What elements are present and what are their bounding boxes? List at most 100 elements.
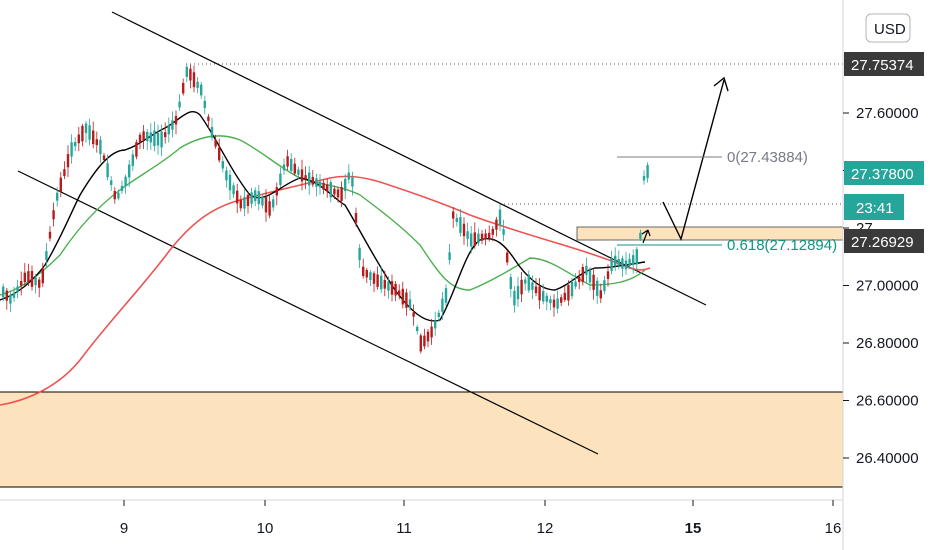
candle-body bbox=[20, 281, 23, 286]
candle-body bbox=[639, 232, 642, 239]
candle-body bbox=[264, 197, 268, 213]
candle-body bbox=[92, 130, 95, 145]
candle-body bbox=[362, 266, 365, 277]
candle-body bbox=[272, 199, 275, 208]
projection-path bbox=[662, 79, 725, 241]
candle-body bbox=[556, 298, 559, 309]
candle-body bbox=[592, 274, 595, 290]
candle-body bbox=[236, 190, 239, 204]
candle-body bbox=[135, 142, 138, 157]
candle-body bbox=[210, 127, 214, 138]
candle-body bbox=[437, 312, 440, 318]
candle-body bbox=[297, 169, 300, 175]
candle-body bbox=[207, 116, 210, 121]
fib-level-618-label: 0.618(27.12894) bbox=[727, 237, 837, 254]
candle-body bbox=[477, 233, 480, 243]
candle-body bbox=[228, 174, 232, 191]
projection-arrowhead bbox=[713, 76, 729, 92]
candle-body bbox=[426, 331, 430, 342]
candle-body bbox=[588, 270, 592, 283]
price-label-high: 27.75374 bbox=[844, 52, 924, 76]
candle-body bbox=[221, 161, 224, 169]
candle-body bbox=[185, 66, 188, 77]
candle-body bbox=[441, 298, 444, 312]
candle-body bbox=[563, 292, 566, 301]
price-axis bbox=[843, 0, 932, 550]
candle-body bbox=[545, 295, 548, 302]
candle-body bbox=[617, 259, 620, 266]
candle-body bbox=[336, 189, 340, 198]
candle-body bbox=[351, 177, 354, 187]
candle-body bbox=[124, 176, 127, 186]
candle-body bbox=[423, 335, 426, 347]
price-label-last-text: 27.37800 bbox=[851, 166, 914, 183]
candle-body bbox=[239, 200, 242, 209]
candle-body bbox=[279, 173, 282, 186]
currency-button[interactable]: USD bbox=[865, 13, 911, 43]
candle-body bbox=[286, 156, 289, 167]
candle-body bbox=[567, 285, 570, 301]
candle-body bbox=[466, 231, 469, 239]
candle-body bbox=[621, 258, 624, 269]
candle-body bbox=[192, 72, 196, 88]
candle-body bbox=[578, 276, 581, 283]
x-axis: 9 10 11 12 15 16 bbox=[120, 500, 841, 537]
candle-body bbox=[434, 320, 437, 329]
candle-body bbox=[200, 84, 203, 96]
candle-body bbox=[315, 178, 318, 187]
candle-body bbox=[41, 268, 44, 284]
candle-body bbox=[412, 312, 415, 317]
candle-body bbox=[509, 277, 512, 289]
candle-body bbox=[225, 170, 228, 181]
price-label-high-text: 27.75374 bbox=[851, 57, 914, 74]
candle-body bbox=[398, 290, 401, 296]
candle-body bbox=[329, 182, 332, 198]
candle-body bbox=[585, 265, 588, 275]
candle-body bbox=[66, 154, 70, 168]
candle-body bbox=[106, 163, 109, 178]
price-label-zone-text: 27.26929 bbox=[851, 234, 914, 251]
countdown-label: 23:41 bbox=[844, 194, 904, 220]
candle-body bbox=[304, 175, 307, 180]
candle-body bbox=[430, 326, 433, 338]
candle-body bbox=[128, 164, 131, 178]
candle-body bbox=[156, 132, 160, 146]
candle-body bbox=[261, 196, 264, 206]
candle-body bbox=[174, 116, 178, 125]
candle-body bbox=[628, 258, 631, 266]
candle-body bbox=[372, 273, 376, 284]
candle-body bbox=[394, 283, 397, 296]
candle-body bbox=[189, 68, 192, 81]
candle-body bbox=[365, 270, 368, 278]
candle-body bbox=[444, 288, 448, 303]
candle-body bbox=[542, 291, 545, 302]
candle-body bbox=[34, 277, 37, 286]
y-tick-label: 26.60000 bbox=[856, 393, 919, 410]
candle-body bbox=[419, 335, 422, 352]
candle-body bbox=[560, 297, 563, 303]
candle-body bbox=[513, 290, 516, 306]
candle-body bbox=[254, 190, 257, 202]
candle-body bbox=[390, 281, 394, 295]
candle-body bbox=[52, 210, 55, 220]
candle-body bbox=[606, 271, 610, 279]
candle-body bbox=[275, 187, 278, 196]
candle-body bbox=[282, 164, 286, 171]
candle-body bbox=[149, 132, 152, 143]
candle-body bbox=[293, 163, 296, 174]
fib-level-0-label: 0(27.43884) bbox=[727, 149, 808, 166]
candle-body bbox=[182, 83, 185, 94]
candle-body bbox=[232, 185, 235, 195]
candle-body bbox=[635, 249, 638, 265]
candle-body bbox=[167, 125, 170, 135]
candle-body bbox=[387, 281, 390, 291]
candle-body bbox=[48, 231, 52, 239]
candle-body bbox=[88, 125, 91, 140]
candle-body bbox=[326, 184, 329, 192]
x-tick-label: 11 bbox=[396, 520, 412, 537]
candle-body bbox=[178, 101, 181, 108]
candle-body bbox=[142, 131, 145, 140]
candle-body bbox=[70, 142, 73, 157]
candle-body bbox=[300, 169, 304, 182]
